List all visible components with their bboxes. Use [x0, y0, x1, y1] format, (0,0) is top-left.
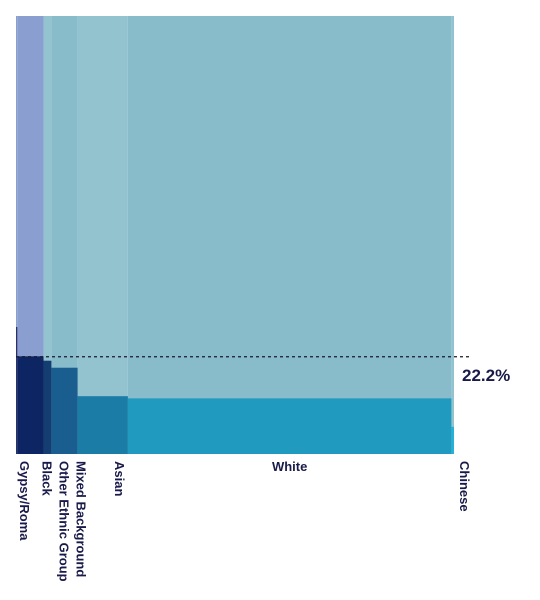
category-label-mixed-background: Mixed Background: [74, 461, 89, 577]
background-bands: [16, 16, 454, 454]
bar-gypsy-roma: [16, 326, 18, 454]
bar-mixed-background: [51, 367, 78, 454]
category-labels: Gypsy/Roma Black Other Ethnic Group Mixed B…: [17, 459, 472, 582]
category-label-asian: Asian: [112, 461, 127, 496]
category-label-black: Black: [39, 461, 54, 496]
band-chinese: [451, 16, 454, 454]
bars: [16, 326, 454, 454]
band-gypsy-roma: [16, 16, 18, 454]
reference-line-label: 22.2%: [462, 366, 510, 385]
bar-white: [127, 398, 452, 454]
category-label-white: White: [272, 459, 307, 474]
bar-asian: [77, 396, 128, 454]
category-label-other-ethnic-group: Other Ethnic Group: [56, 461, 71, 582]
band-asian: [77, 16, 128, 454]
bar-black: [17, 356, 44, 454]
reference-line-group: 22.2%: [16, 356, 510, 385]
band-other-ethnic-group: [43, 16, 52, 454]
bar-chinese: [451, 426, 454, 454]
band-white: [127, 16, 452, 454]
category-label-chinese: Chinese: [457, 461, 472, 512]
bar-other-ethnic-group: [43, 360, 52, 454]
category-label-gypsy-roma: Gypsy/Roma: [17, 461, 32, 541]
